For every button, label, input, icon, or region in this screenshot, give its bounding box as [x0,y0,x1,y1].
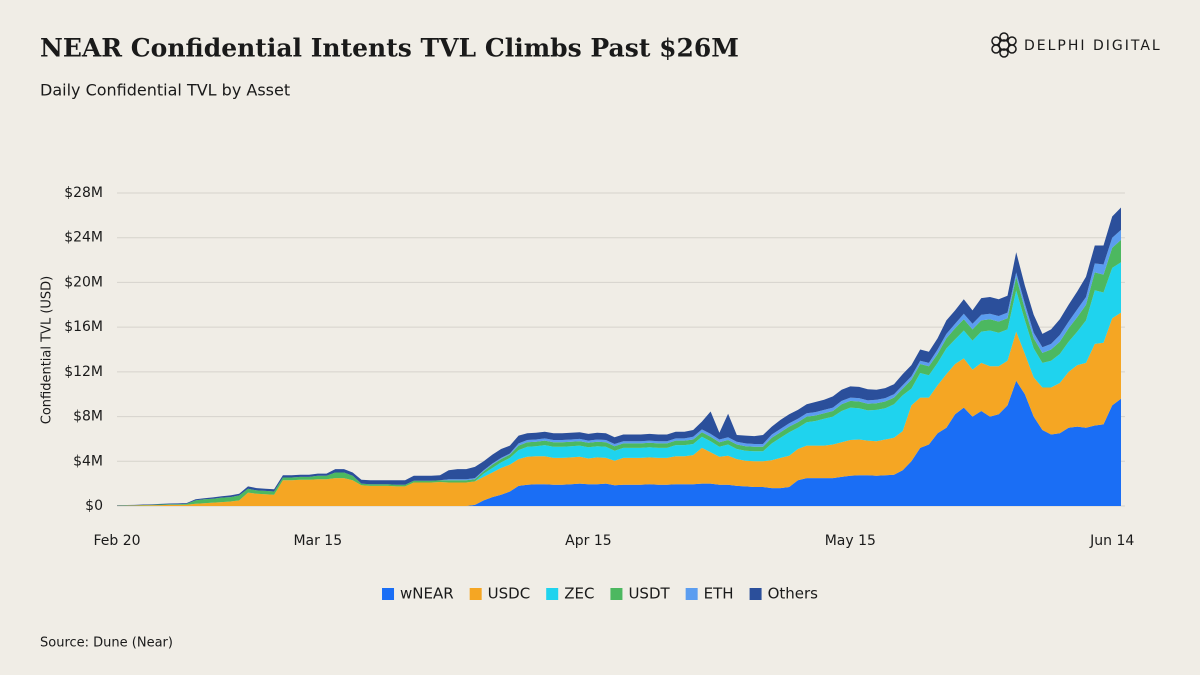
legend-label: Others [768,585,819,603]
y-tick-label: $12M [64,364,103,380]
legend-label: ZEC [564,585,594,603]
logo-text: DELPHI DIGITAL [1024,38,1162,54]
legend-swatch [382,588,395,600]
source: Source: Dune (Near) [40,636,173,651]
chart-subtitle: Daily Confidential TVL by Asset [40,81,290,100]
legend-swatch [546,588,559,600]
y-axis-label: Confidential TVL (USD) [40,276,55,425]
legend-swatch [610,588,623,600]
x-tick-label: Apr 15 [565,533,611,549]
x-tick-label: Jun 14 [1089,533,1134,549]
y-tick-label: $20M [64,274,103,290]
legend-label: USDT [628,585,670,603]
area [117,262,1121,506]
y-tick-label: $28M [64,185,103,201]
y-tick-label: $4M [73,453,103,469]
area [117,207,1121,506]
y-tick-label: $16M [64,319,103,335]
legend-swatch [685,588,698,600]
y-tick-label: $8M [73,409,103,425]
legend-swatch [469,588,482,600]
x-tick-label: Feb 20 [93,533,140,549]
y-tick-label: $0 [85,498,103,514]
area [117,380,1121,506]
x-tick-label: May 15 [825,533,876,549]
area [117,239,1121,506]
y-tick-label: $24M [64,230,103,246]
logo-icon [991,32,1017,58]
legend-label: wNEAR [400,585,454,603]
area [117,312,1121,506]
legend-swatch [749,588,762,600]
x-tick-label: Mar 15 [293,533,342,549]
chart-title: NEAR Confidential Intents TVL Climbs Pas… [40,34,739,63]
legend-label: USDC [488,585,531,603]
legend-label: ETH [704,585,734,603]
